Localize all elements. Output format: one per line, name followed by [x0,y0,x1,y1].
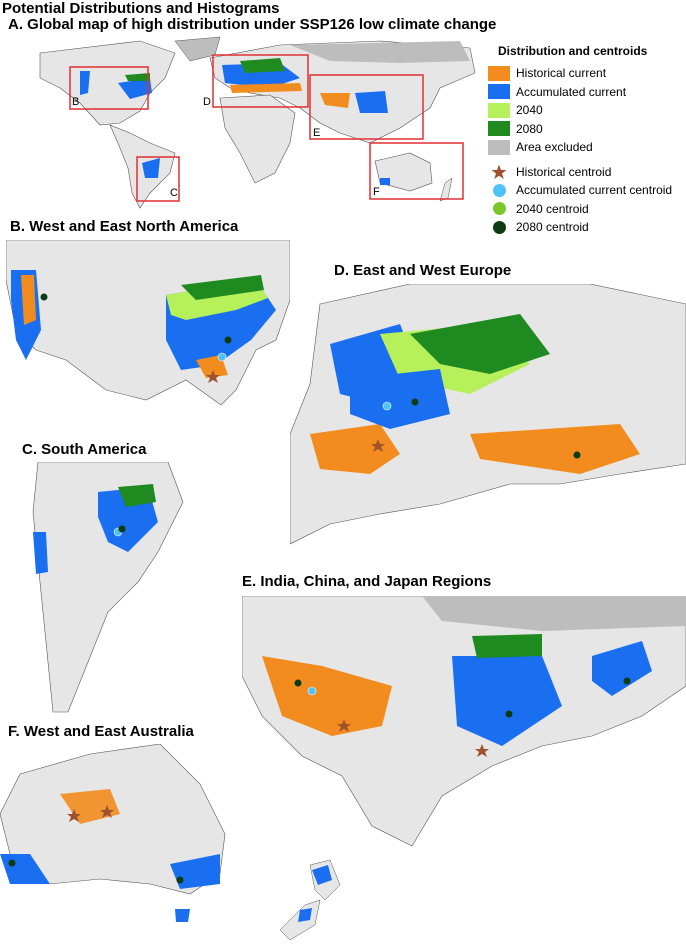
legend-title: Distribution and centroids [498,44,648,58]
panel-e-title: E. India, China, and Japan Regions [242,573,492,590]
star-icon [488,164,510,180]
australia-map [0,744,226,922]
world-map: B C D E F [39,36,476,209]
box-e [309,74,424,140]
legend-item-historical-centroid: Historical centroid [488,163,686,182]
panel-d-title: D. East and West Europe [334,262,512,279]
legend-item-2080-centroid: 2080 centroid [488,218,686,237]
new-zealand-map [279,860,341,941]
box-label-c: C [170,187,178,199]
legend-item-accumulated-current: Accumulated current [488,83,686,102]
legend-item-2080: 2080 [488,120,686,139]
legend-item-2040: 2040 [488,101,686,120]
asia-map [242,596,686,847]
box-label-b: B [72,96,79,108]
box-label-d: D [203,96,211,108]
circle-icon [488,202,510,216]
swatch-2080 [488,121,510,137]
box-label-e: E [313,127,320,139]
legend-item-accumulated-centroid: Accumulated current centroid [488,181,686,200]
south-america-map [32,462,184,713]
legend-item-2040-centroid: 2040 centroid [488,200,686,219]
panel-c-title: C. South America [22,441,147,458]
legend-item-historical-current: Historical current [488,64,686,83]
box-b [69,66,149,110]
box-f [369,142,464,200]
swatch-historical-current [488,65,510,81]
panel-a-title: A. Global map of high distribution under… [8,16,497,33]
box-c [136,156,180,202]
panel-b-title: B. West and East North America [10,218,239,235]
swatch-accumulated-current [488,84,510,100]
swatch-2040 [488,102,510,118]
circle-icon [488,220,510,234]
north-america-map [6,240,290,410]
legend-item-area-excluded: Area excluded [488,138,686,157]
figure-title: Potential Distributions and Histograms [2,0,280,17]
europe-map [290,284,686,545]
box-label-f: F [373,186,380,198]
swatch-area-excluded [488,139,510,155]
panel-f-title: F. West and East Australia [8,723,194,740]
box-d [212,54,309,108]
circle-icon [488,183,510,197]
legend: Distribution and centroids Historical cu… [488,44,686,237]
